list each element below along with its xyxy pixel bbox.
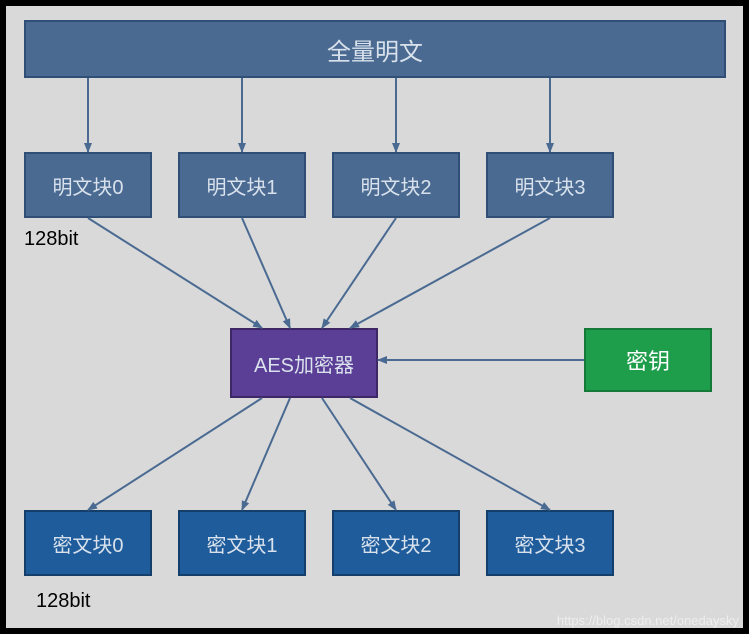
node-label: 密钥 bbox=[626, 344, 670, 376]
node-label: 全量明文 bbox=[327, 32, 423, 67]
node-label: 明文块0 bbox=[52, 171, 123, 200]
node-key: 密钥 bbox=[584, 328, 712, 392]
canvas: 全量明文 明文块0 明文块1 明文块2 明文块3 AES加密器 密钥 密文块0 … bbox=[0, 0, 749, 634]
node-label: 密文块2 bbox=[360, 529, 431, 558]
node-plaintext-block-2: 明文块2 bbox=[332, 152, 460, 218]
node-ciphertext-block-1: 密文块1 bbox=[178, 510, 306, 576]
diagram-area: 全量明文 明文块0 明文块1 明文块2 明文块3 AES加密器 密钥 密文块0 … bbox=[6, 6, 743, 628]
node-label: 密文块3 bbox=[514, 529, 585, 558]
node-label: 密文块0 bbox=[52, 529, 123, 558]
node-label: 密文块1 bbox=[206, 529, 277, 558]
watermark: https://blog.csdn.net/onedaysky bbox=[557, 613, 739, 628]
node-label: 明文块2 bbox=[360, 171, 431, 200]
node-aes-encryptor: AES加密器 bbox=[230, 328, 378, 398]
node-label: 明文块3 bbox=[514, 171, 585, 200]
node-ciphertext-block-2: 密文块2 bbox=[332, 510, 460, 576]
node-ciphertext-block-3: 密文块3 bbox=[486, 510, 614, 576]
node-plaintext-block-0: 明文块0 bbox=[24, 152, 152, 218]
label-128bit-bottom: 128bit bbox=[36, 590, 91, 613]
node-plaintext-block-1: 明文块1 bbox=[178, 152, 306, 218]
label-128bit-top: 128bit bbox=[24, 228, 79, 251]
node-label: AES加密器 bbox=[254, 349, 354, 378]
node-label: 明文块1 bbox=[206, 171, 277, 200]
node-plaintext-full: 全量明文 bbox=[24, 20, 726, 78]
node-plaintext-block-3: 明文块3 bbox=[486, 152, 614, 218]
node-ciphertext-block-0: 密文块0 bbox=[24, 510, 152, 576]
